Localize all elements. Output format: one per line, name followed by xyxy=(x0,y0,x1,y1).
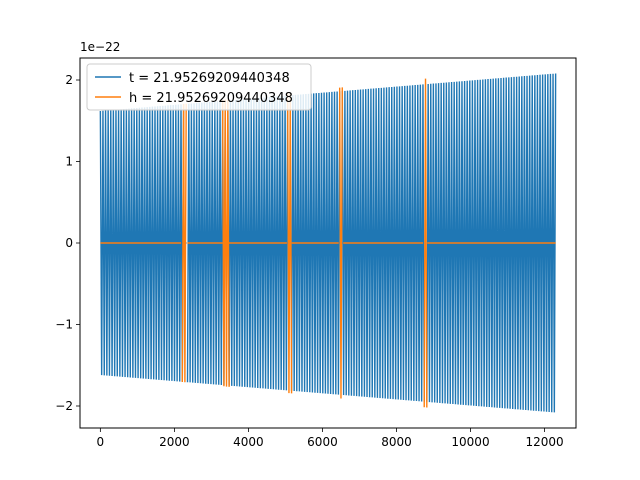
x-tick-label: 12000 xyxy=(525,435,563,449)
legend-label-0: t = 21.95269209440348 xyxy=(129,71,290,86)
legend: t = 21.95269209440348 h = 21.952692094403… xyxy=(86,63,312,111)
x-tick-label: 4000 xyxy=(233,435,264,449)
y-tick-label: 1 xyxy=(65,155,73,169)
x-tick-label: 10000 xyxy=(451,435,489,449)
y-tick-label: 2 xyxy=(65,73,73,87)
legend-box xyxy=(86,63,312,111)
x-tick-label: 0 xyxy=(97,435,105,449)
y-axis: −2 −1 0 1 2 xyxy=(55,73,80,413)
y-tick-label: 0 xyxy=(65,236,73,250)
x-tick-label: 8000 xyxy=(381,435,412,449)
y-tick-label: −1 xyxy=(55,317,73,331)
y-tick-label: −2 xyxy=(55,399,73,413)
legend-label-1: h = 21.95269209440348 xyxy=(129,91,293,106)
x-tick-label: 6000 xyxy=(307,435,338,449)
x-axis: 0 2000 4000 6000 8000 10000 12000 xyxy=(97,428,564,449)
y-offset-label: 1e−22 xyxy=(80,40,120,54)
x-tick-label: 2000 xyxy=(159,435,190,449)
series-line-1 xyxy=(100,78,556,408)
